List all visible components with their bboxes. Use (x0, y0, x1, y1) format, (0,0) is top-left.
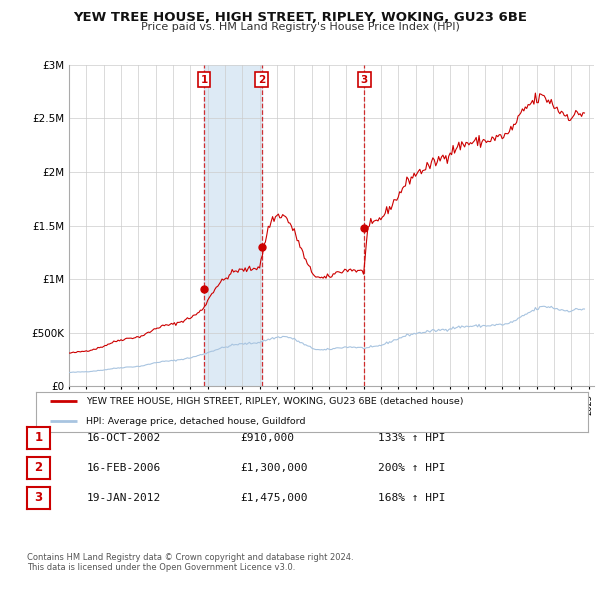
Text: 2: 2 (34, 461, 43, 474)
Text: 2: 2 (258, 74, 265, 84)
Text: 1: 1 (200, 74, 208, 84)
Text: 3: 3 (34, 491, 43, 504)
Text: 168% ↑ HPI: 168% ↑ HPI (378, 493, 445, 503)
Text: 133% ↑ HPI: 133% ↑ HPI (378, 433, 445, 442)
Text: £1,475,000: £1,475,000 (240, 493, 308, 503)
Text: £910,000: £910,000 (240, 433, 294, 442)
Text: 3: 3 (361, 74, 368, 84)
Text: YEW TREE HOUSE, HIGH STREET, RIPLEY, WOKING, GU23 6BE: YEW TREE HOUSE, HIGH STREET, RIPLEY, WOK… (73, 11, 527, 24)
Text: YEW TREE HOUSE, HIGH STREET, RIPLEY, WOKING, GU23 6BE (detached house): YEW TREE HOUSE, HIGH STREET, RIPLEY, WOK… (86, 397, 463, 406)
Text: Price paid vs. HM Land Registry's House Price Index (HPI): Price paid vs. HM Land Registry's House … (140, 22, 460, 32)
Text: 16-OCT-2002: 16-OCT-2002 (87, 433, 161, 442)
Text: £1,300,000: £1,300,000 (240, 463, 308, 473)
Text: 19-JAN-2012: 19-JAN-2012 (87, 493, 161, 503)
Text: 16-FEB-2006: 16-FEB-2006 (87, 463, 161, 473)
Bar (204, 65, 262, 386)
Text: This data is licensed under the Open Government Licence v3.0.: This data is licensed under the Open Gov… (27, 563, 295, 572)
Text: 200% ↑ HPI: 200% ↑ HPI (378, 463, 445, 473)
Text: HPI: Average price, detached house, Guildford: HPI: Average price, detached house, Guil… (86, 417, 305, 426)
Text: Contains HM Land Registry data © Crown copyright and database right 2024.: Contains HM Land Registry data © Crown c… (27, 553, 353, 562)
Text: 1: 1 (34, 431, 43, 444)
